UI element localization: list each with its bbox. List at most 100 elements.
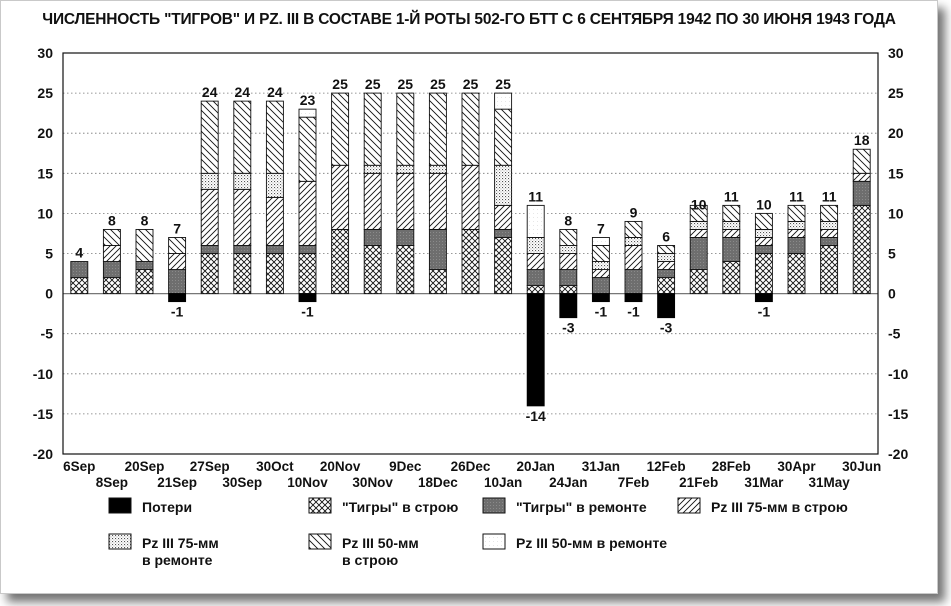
bar-total-label: 8 [141,212,149,228]
bar-loss-label: -3 [562,320,575,336]
bar-segment-tiger_ready [461,228,480,295]
bar-segment-pz50_ready [591,245,610,262]
bar-segment-pz75_repair [559,245,578,254]
bar-segment-pz50_ready [657,245,676,254]
bar-segment-pz75_repair [689,220,708,230]
bar-segment-tiger_repair [559,269,578,287]
y-tick-label-right: -5 [888,326,901,342]
x-tick-label: 9Dec [389,459,422,474]
bar-total-label: 25 [332,76,348,92]
y-tick-label-left: 20 [37,125,53,141]
x-tick-label: 26Dec [451,459,491,474]
y-tick-label-right: 10 [888,205,904,221]
bar-total-label: 11 [822,188,837,204]
y-tick-label-right: -20 [888,446,908,462]
bar-segment-losses [624,293,643,303]
y-tick-label-left: 30 [37,45,53,61]
bar-segment-pz75_ready [852,172,871,182]
bar-segment-pz75_ready [363,172,382,230]
bar-segment-tiger_ready [657,277,676,295]
bars [70,92,871,407]
bar-segment-pz50_ready [265,100,284,174]
y-tick-label-right: 25 [888,85,904,101]
bar-segment-losses [168,293,187,303]
bar-segment-pz50_ready [820,204,839,222]
bar-segment-pz75_repair [591,261,610,270]
bar-segment-tiger_ready [852,204,871,295]
bar-total-label: 6 [662,228,670,244]
bar-segment-tiger_ready [754,253,773,295]
legend-swatch-dots [108,533,132,550]
bar-segment-tiger_ready [70,277,89,295]
x-tick-label: 10Nov [287,475,328,490]
bar-segment-tiger_repair [852,180,871,206]
legend: Потери "Тигры" в строю "Тигры" в ремонте Pz… [108,497,848,568]
bar-total-label: 25 [398,76,414,92]
bar-segment-tiger_repair [787,237,806,254]
bar-segment-pz75_ready [722,228,741,238]
bar-segment-losses [526,293,545,407]
bar-segment-tiger_ready [298,253,317,295]
bar-segment-pz75_ready [102,245,121,262]
bar-segment-pz50_ready [461,92,480,166]
bar-segment-pz50_ready [396,92,415,166]
bar-segment-tiger_ready [820,245,839,295]
y-tick-label-left: -20 [33,446,53,462]
bar-segment-tiger_ready [396,245,415,295]
bar-segment-pz75_repair [526,237,545,254]
x-tick-label: 7Feb [618,475,650,490]
x-tick-label: 20Jan [517,459,555,474]
y-tick-label-left: 25 [37,85,53,101]
bar-segment-tiger_ready [233,253,252,295]
bar-total-label: 24 [267,84,283,100]
bar-segment-tiger_repair [233,245,252,254]
bar-segment-pz50_ready [624,220,643,238]
bar-segment-losses [754,293,773,303]
bar-total-label: 11 [724,188,739,204]
bar-segment-tiger_repair [754,245,773,254]
chart-frame: ЧИСЛЕННОСТЬ "ТИГРОВ" И PZ. III В СОСТАВЕ… [0,0,938,594]
legend-label: Pz III 50-мм в ремонте [516,535,667,551]
y-tick-label-left: 0 [45,286,53,302]
bar-segment-tiger_repair [135,261,154,270]
legend-swatch-crosshatch [308,497,332,514]
x-tick-label: 10Jan [484,475,522,490]
bar-segment-pz75_ready [298,180,317,246]
y-tick-label-left: 10 [37,205,53,221]
bar-segment-pz75_ready [265,196,284,246]
bar-total-label: 7 [597,220,605,236]
bar-segment-pz75_repair [428,164,447,174]
bar-total-label: 10 [756,196,772,212]
y-tick-label-left: -10 [33,366,53,382]
bar-total-label: 23 [300,92,316,108]
bar-loss-label: -1 [758,304,771,320]
bar-loss-label: -1 [171,304,184,320]
bar-segment-pz75_ready [526,253,545,270]
bar-segment-pz75_repair [363,164,382,174]
bar-segment-tiger_ready [559,285,578,295]
bar-segment-tiger_ready [526,285,545,295]
x-tick-label: 30Oct [256,459,294,474]
bar-segment-pz75_ready [591,269,610,279]
y-tick-label-left: 5 [45,246,53,262]
bar-segment-pz75_ready [331,164,350,230]
y-tick-label-left: -5 [41,326,54,342]
x-tick-label: 27Sep [190,459,230,474]
y-tick-label-right: -15 [888,406,908,422]
legend-label: в ремонте [142,552,213,568]
legend-item: Потери [108,497,192,515]
legend-label: "Тигры" в ремонте [516,499,647,515]
bar-total-label: 25 [365,76,381,92]
legend-label: Pz III 75-мм в строю [711,499,848,515]
bar-segment-pz50_ready [852,148,871,174]
legend-label: Потери [142,499,192,515]
bar-segment-pz50_ready [559,228,578,246]
bar-segment-tiger_ready [363,245,382,295]
bar-segment-tiger_repair [70,261,89,279]
bar-segment-pz50_ready [298,116,317,182]
bar-segment-pz75_ready [428,172,447,230]
legend-label: "Тигры" в строю [342,499,458,515]
y-tick-label-right: 0 [888,286,896,302]
bar-segment-tiger_repair [396,228,415,246]
legend-item: Pz III 50-ммв строю [308,533,419,568]
